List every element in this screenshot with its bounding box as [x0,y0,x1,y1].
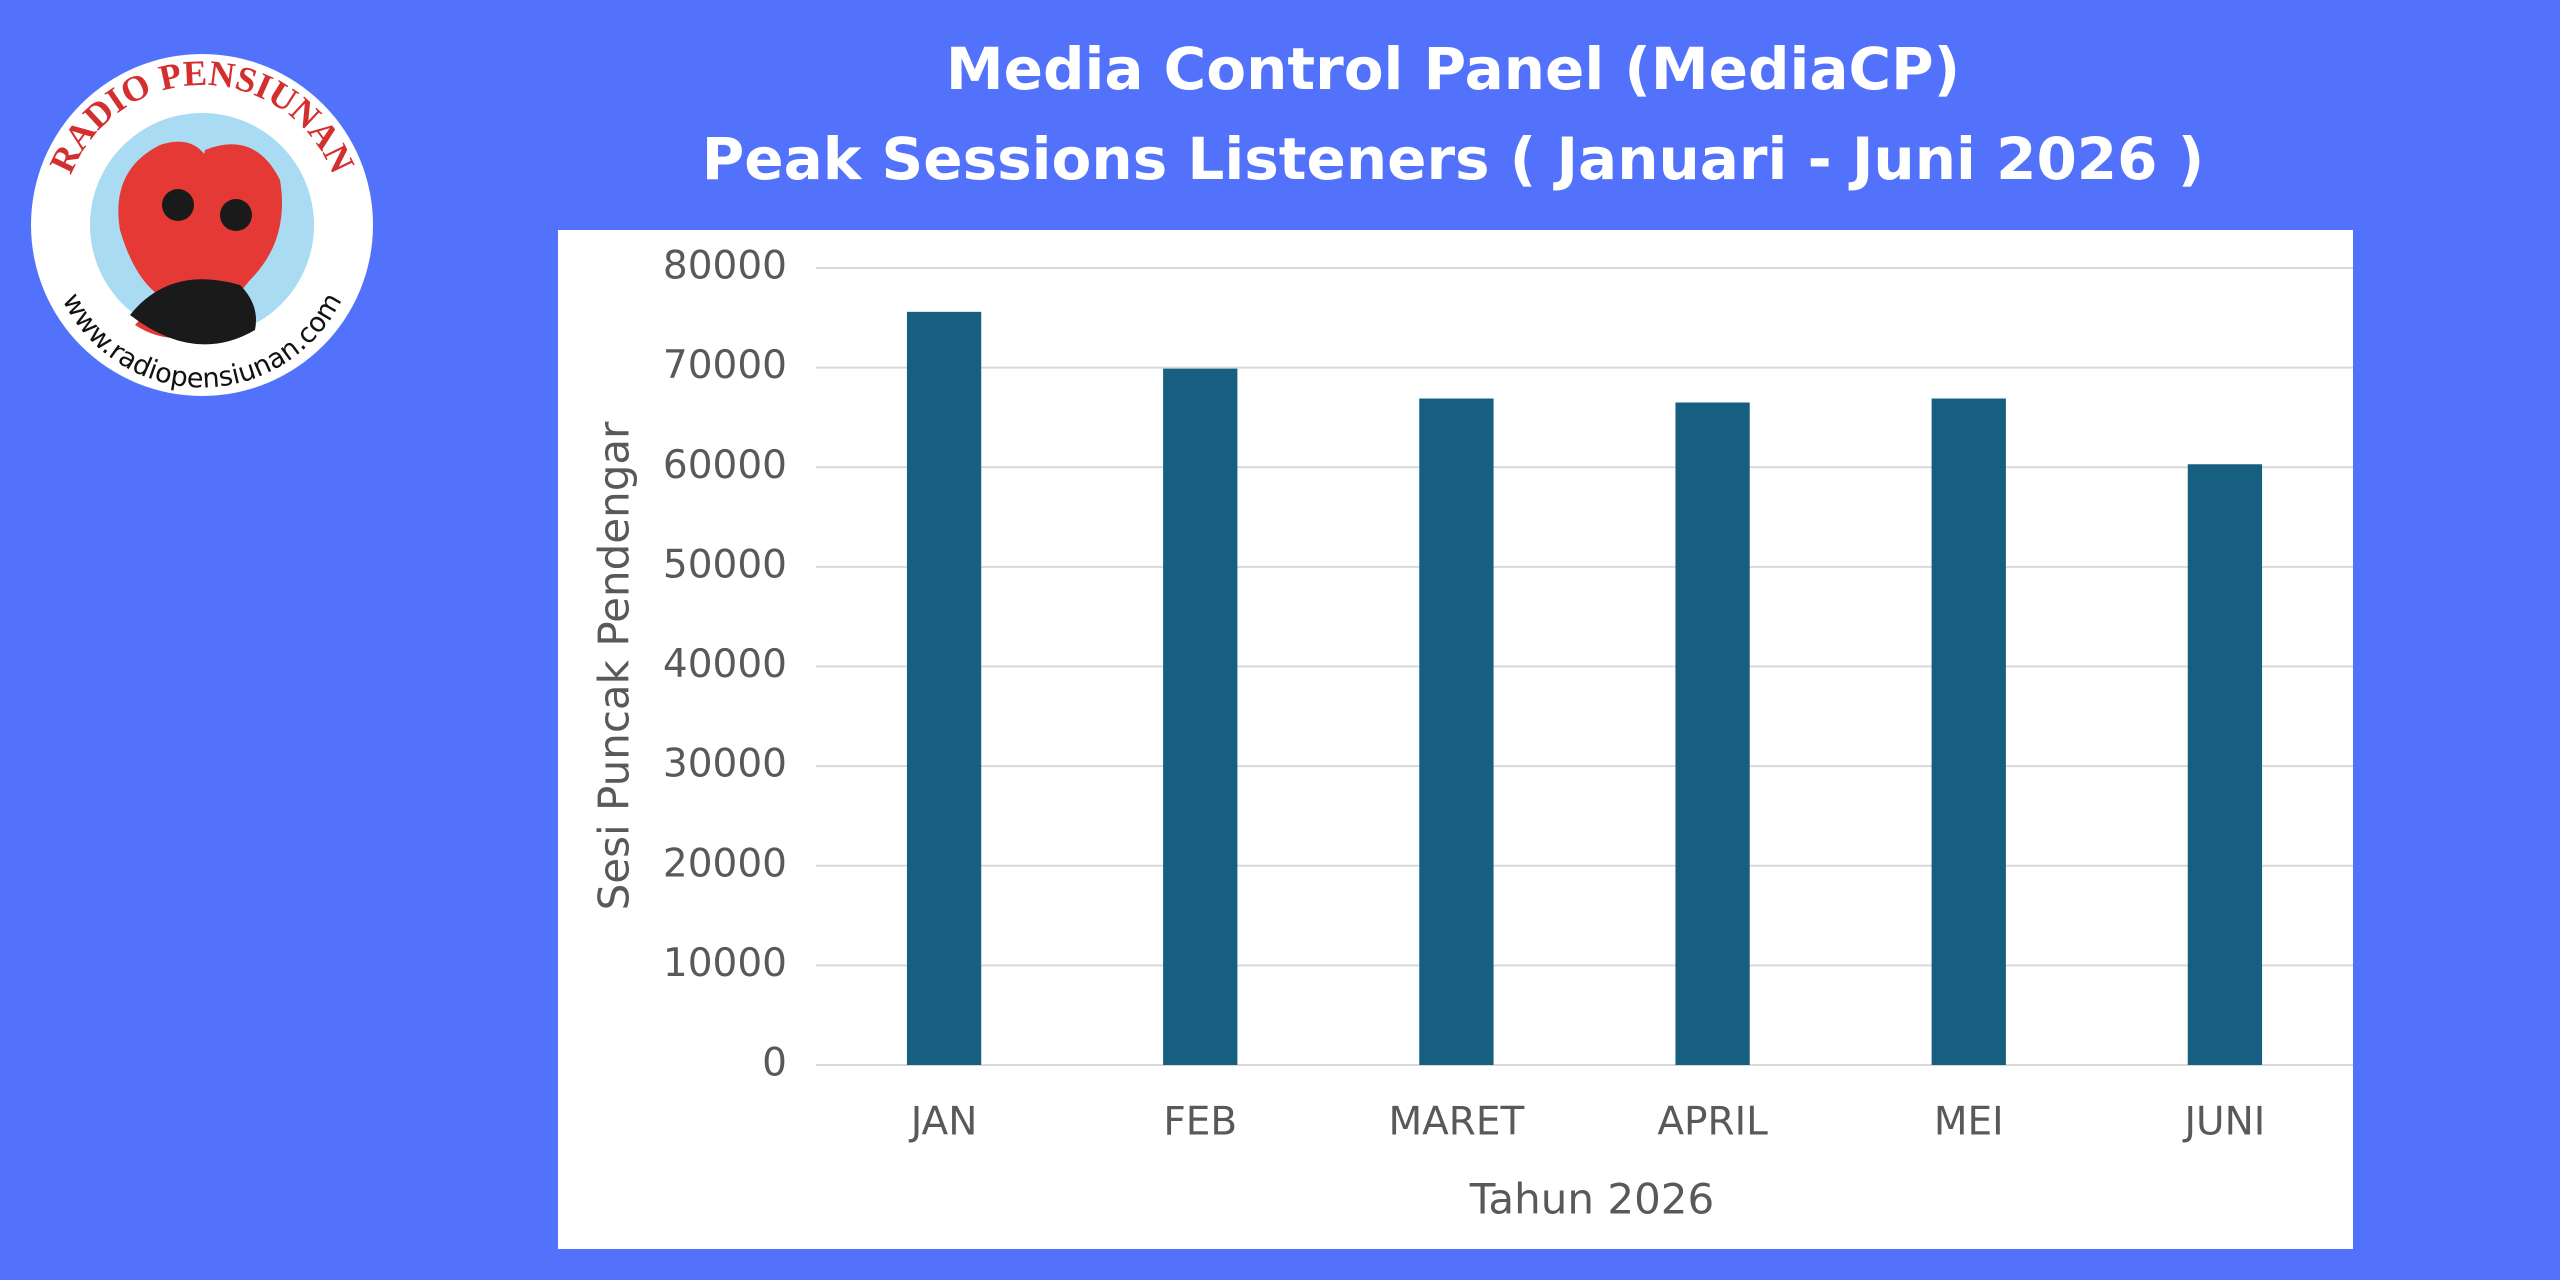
bar [2187,464,2263,1066]
x-axis-title: Tahun 2026 [1469,1175,1715,1224]
y-tick-label: 20000 [663,841,787,886]
bar [1419,398,1494,1065]
y-tick-label: 50000 [663,542,787,587]
y-tick-label: 30000 [663,742,787,787]
y-tick-label: 0 [762,1041,787,1086]
bar [1931,398,2006,1065]
y-tick-label: 10000 [663,941,787,986]
chart-title: Media Control Panel (MediaCP) [946,35,1960,103]
logo-headphone [220,199,252,231]
x-tick-label: APRIL [1657,1100,1768,1145]
bar [1163,368,1238,1066]
logo-figure [130,279,256,345]
x-tick-label: MEI [1934,1100,2004,1145]
x-tick-label: JUNI [2182,1100,2266,1145]
logo: RADIO PENSIUNAN www.radiopensiunan.com [31,53,373,396]
bar [906,311,982,1066]
x-tick-label: MARET [1388,1100,1524,1145]
chart-subtitle: Peak Sessions Listeners ( Januari - Juni… [702,125,2204,193]
y-tick-label: 80000 [663,244,787,289]
y-tick-label: 40000 [663,642,787,687]
bar [1675,402,1750,1065]
x-tick-label: FEB [1163,1100,1237,1145]
y-axis-title: Sesi Puncak Pendengar [590,421,639,911]
x-tick-label: JAN [908,1100,978,1145]
y-tick-label: 60000 [663,443,787,488]
y-tick-label: 70000 [663,343,787,388]
logo-headphone [162,189,194,221]
